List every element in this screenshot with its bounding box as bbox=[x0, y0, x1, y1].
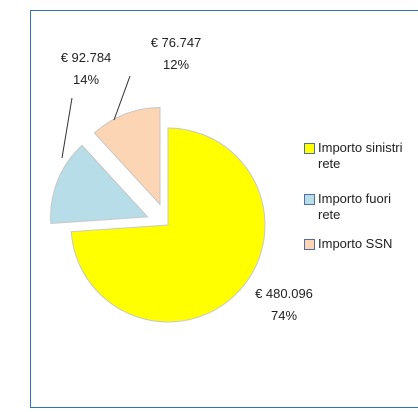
percent-label: 74% bbox=[271, 308, 297, 323]
percent-label: 12% bbox=[163, 57, 189, 72]
legend-label: Importo fuori rete bbox=[318, 191, 391, 222]
legend-swatch bbox=[304, 194, 315, 205]
legend-swatch bbox=[304, 239, 315, 250]
pie-slice bbox=[50, 144, 149, 225]
legend-swatch bbox=[304, 143, 315, 154]
leader-line bbox=[113, 75, 131, 121]
data-label: € 76.747 bbox=[151, 35, 202, 50]
leader-line bbox=[61, 97, 73, 159]
legend-label: Importo sinistri rete bbox=[318, 140, 403, 171]
data-label: € 92.784 bbox=[61, 50, 112, 65]
data-label: € 480.096 bbox=[255, 286, 313, 301]
legend-label: Importo SSN bbox=[318, 236, 393, 251]
pie-slice bbox=[70, 127, 266, 323]
chart-frame bbox=[30, 10, 418, 408]
pie-slice bbox=[93, 106, 161, 206]
percent-label: 14% bbox=[73, 72, 99, 87]
